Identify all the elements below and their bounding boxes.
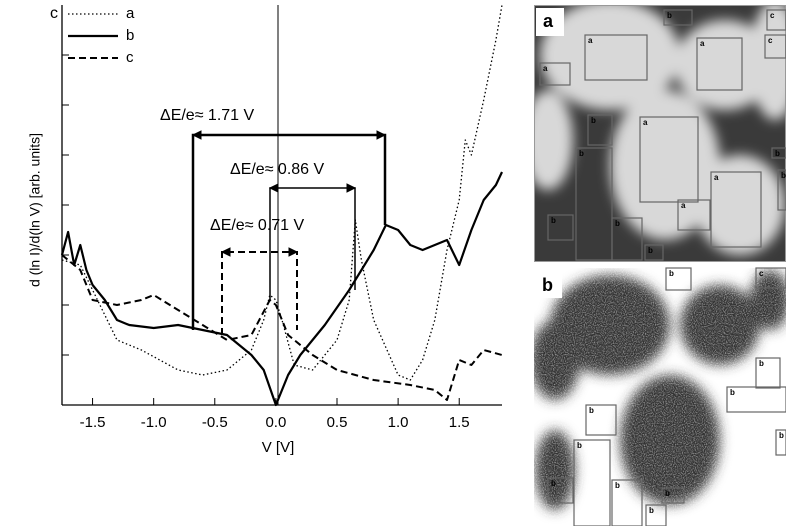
image-label: a	[543, 11, 554, 31]
region-box	[585, 404, 617, 436]
region-label: c	[759, 269, 764, 278]
x-tick-label: 0.0	[265, 414, 286, 431]
region-box	[663, 9, 693, 26]
region-box	[645, 504, 667, 526]
annotation: ΔE/e≈ 0.71 V	[210, 217, 305, 234]
region-box	[665, 267, 692, 291]
region-box	[661, 487, 685, 504]
series-line	[60, 171, 503, 407]
region-label: a	[643, 118, 648, 127]
region-box	[611, 217, 643, 261]
region-box	[639, 116, 699, 203]
x-axis-label: V [V]	[262, 439, 295, 456]
x-tick-label: 0.5	[327, 414, 348, 431]
x-tick-label: 1.0	[388, 414, 409, 431]
region-label: a	[543, 64, 548, 73]
region-label: b	[648, 246, 653, 255]
region-box	[539, 62, 571, 86]
region-box	[775, 429, 786, 456]
region-box	[764, 34, 786, 59]
region-label: b	[779, 431, 784, 440]
region-label: b	[775, 149, 780, 158]
region-label: a	[700, 39, 705, 48]
stm-image-b	[534, 268, 786, 526]
region-box	[710, 171, 762, 248]
x-tick-label: -1.5	[80, 414, 106, 431]
region-label: b	[667, 11, 672, 20]
series-line	[61, 254, 503, 401]
region-box	[696, 37, 743, 91]
region-label: b	[615, 219, 620, 228]
gap-brackets	[191, 130, 387, 335]
region-box	[766, 9, 786, 31]
x-tick-label: -0.5	[202, 414, 228, 431]
region-label: b	[730, 388, 735, 397]
region-label: b	[589, 406, 594, 415]
region-label: b	[615, 481, 620, 490]
x-tick-label: -1.0	[141, 414, 167, 431]
panel-label: c	[50, 5, 58, 22]
region-box	[575, 147, 613, 261]
legend-label: c	[126, 49, 134, 66]
region-box	[755, 357, 781, 389]
region-box	[584, 34, 648, 81]
region-box	[644, 244, 664, 261]
region-label: b	[591, 116, 596, 125]
legend-label: a	[126, 5, 135, 22]
region-box	[547, 214, 574, 241]
series-line	[61, 4, 503, 381]
image-label: b	[542, 275, 553, 295]
region-box	[547, 477, 574, 504]
region-label: a	[588, 36, 593, 45]
plot-area: -1.5 -1.0 -0.5 0.0 0.5 1.0 1.5 abc	[60, 4, 503, 431]
region-box	[771, 147, 786, 159]
region-box	[611, 479, 643, 526]
stm-image-a	[534, 5, 786, 262]
region-label: c	[768, 36, 773, 45]
region-box	[677, 199, 711, 231]
region-label: b	[551, 216, 556, 225]
annotation: ΔE/e≈ 1.71 V	[160, 107, 255, 124]
label-bg	[536, 8, 564, 36]
region-box	[587, 114, 613, 146]
region-box	[755, 267, 786, 289]
region-label: c	[770, 11, 775, 20]
region-label: b	[669, 269, 674, 278]
label-bg	[536, 272, 562, 298]
region-label: b	[781, 171, 786, 180]
region-box	[573, 439, 611, 526]
region-label: a	[714, 173, 719, 182]
region-label: b	[579, 149, 584, 158]
region-label: b	[577, 441, 582, 450]
region-box	[777, 169, 786, 211]
region-label: b	[551, 479, 556, 488]
region-label: b	[759, 359, 764, 368]
annotation: ΔE/e≈ 0.86 V	[230, 161, 325, 178]
y-axis-label: d (ln I)/d(ln V) [arb. units]	[27, 133, 43, 287]
region-boxes: a a a b c c b a b b b a a b b b b c b b b b b b b b b	[539, 9, 786, 526]
legend-label: b	[126, 27, 134, 44]
x-tick-label: 1.5	[449, 414, 470, 431]
region-label: b	[649, 506, 654, 515]
region-label: b	[665, 489, 670, 498]
region-label: a	[681, 201, 686, 210]
